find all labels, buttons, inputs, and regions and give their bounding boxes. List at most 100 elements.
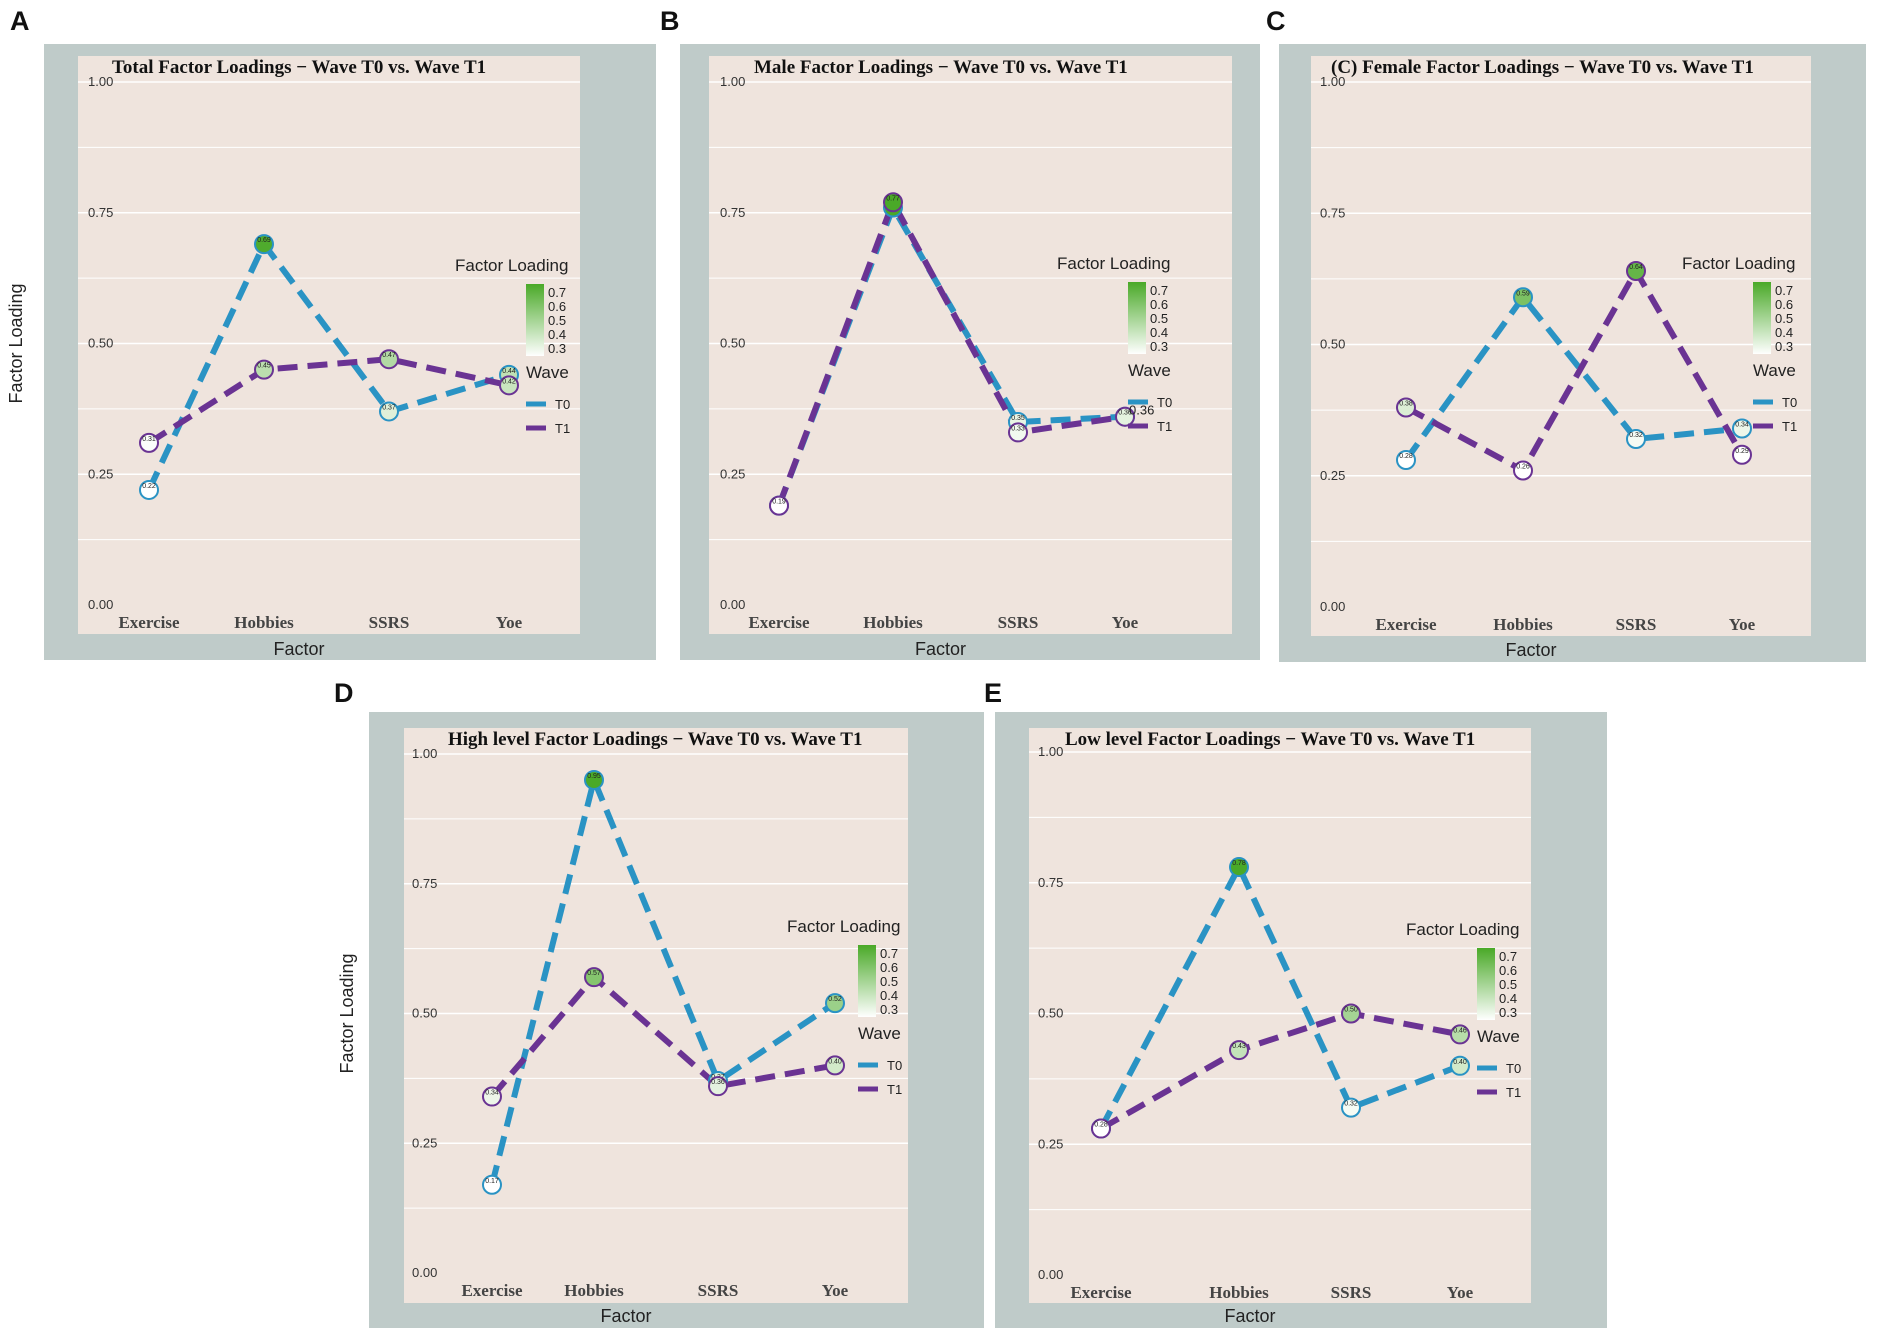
x-axis-title: Factor <box>273 639 324 659</box>
x-category-label: Exercise <box>1070 1283 1132 1302</box>
data-point-t1 <box>1626 261 1646 281</box>
legend-wave-label: T0 <box>1157 395 1172 410</box>
x-category-label: Hobbies <box>234 613 294 632</box>
x-category-label: Yoe <box>822 1281 849 1300</box>
y-tick-label: 0.25 <box>1038 1136 1063 1151</box>
data-label: 0.26 <box>1516 464 1530 471</box>
series-line-t1 <box>1404 264 1745 475</box>
legend-fill-tick: 0.5 <box>1499 977 1517 992</box>
panel-letter: B <box>660 6 680 36</box>
legend-wave-title: Wave <box>1477 1027 1520 1046</box>
legend-fill-tick: 0.5 <box>548 313 566 328</box>
data-label: 0.33 <box>1011 425 1025 432</box>
legend-fill-tick: 0.3 <box>880 1002 898 1017</box>
legend-wave-title: Wave <box>526 363 569 382</box>
legend-fill-tick: 0.4 <box>548 327 566 342</box>
series-line-t1 <box>776 195 1126 507</box>
legend-fill-tick: 0.5 <box>880 974 898 989</box>
data-label: 0.28 <box>1399 453 1413 460</box>
data-label: 0.46 <box>1453 1027 1467 1034</box>
y-tick-label: 0.50 <box>1320 337 1345 352</box>
plot-area <box>404 728 908 1303</box>
legend-fill-tick: 0.6 <box>1775 297 1793 312</box>
x-category-label: Exercise <box>118 613 180 632</box>
y-tick-label: 0.75 <box>720 205 745 220</box>
data-label: 0.29 <box>1735 448 1749 455</box>
data-point-t1 <box>254 359 274 380</box>
legend-wave-title: Wave <box>858 1024 901 1043</box>
data-label: 0.35 <box>1011 415 1025 422</box>
data-point-t1 <box>1008 422 1028 443</box>
data-point-t1 <box>1341 1003 1361 1024</box>
x-category-label: Hobbies <box>1209 1283 1269 1302</box>
plot-area <box>1029 728 1531 1303</box>
data-point-t1 <box>1513 460 1533 481</box>
data-label: 0.95 <box>587 773 601 780</box>
data-label: 0.45 <box>257 363 271 370</box>
y-axis-title: Factor Loading <box>337 953 357 1073</box>
data-point-t1 <box>139 432 159 453</box>
legend-fill-title: Factor Loading <box>1682 254 1795 273</box>
data-label: 0.57 <box>587 970 601 977</box>
data-label: 0.19 <box>772 499 786 506</box>
x-category-label: SSRS <box>1331 1283 1372 1302</box>
chart-panel-b: B 0.00 0.25 0.50 0.75 1.00 Exercise Hobbies SSRS… <box>660 6 1260 660</box>
plot-area <box>78 56 580 634</box>
legend-fill-title: Factor Loading <box>455 256 568 275</box>
legend-fill-tick: 0.4 <box>1499 991 1517 1006</box>
data-label: 0.17 <box>485 1178 499 1185</box>
legend-fill-tick: 0.6 <box>1499 963 1517 978</box>
series-line-t0 <box>146 238 510 492</box>
x-category-label: SSRS <box>698 1281 739 1300</box>
data-point-t1 <box>1091 1118 1111 1139</box>
y-tick-label: 0.00 <box>412 1265 437 1280</box>
chart-title: Total Factor Loadings − Wave T0 vs. Wave… <box>112 57 486 78</box>
data-label: 0.28 <box>1094 1122 1108 1129</box>
x-category-label: Yoe <box>496 613 523 632</box>
data-label: 0.37 <box>382 404 396 411</box>
x-category-label: Hobbies <box>1493 615 1553 634</box>
legend-fill-tick: 0.4 <box>1150 325 1168 340</box>
data-point-t1 <box>1732 444 1752 465</box>
data-label: 0.69 <box>257 237 271 244</box>
data-point-t1 <box>482 1086 502 1107</box>
chart-panel-e: E 0.00 0.25 0.50 0.75 1.00 Exercise Hobbies SSRS… <box>984 678 1607 1328</box>
data-label: 0.38 <box>1399 401 1413 408</box>
legend-fill-tick: 0.7 <box>880 946 898 961</box>
data-label: 0.64 <box>1629 264 1643 271</box>
data-label: 0.40 <box>1453 1059 1467 1066</box>
chart-title: High level Factor Loadings − Wave T0 vs.… <box>448 729 862 750</box>
data-point-t0 <box>584 769 604 790</box>
data-label: 0.78 <box>1232 860 1246 867</box>
legend-wave-label: T0 <box>1506 1061 1521 1076</box>
data-point-t1 <box>499 375 519 396</box>
legend-fill-tick: 0.6 <box>880 960 898 975</box>
legend-color-bar <box>858 945 876 1017</box>
chart-panel-c: C 0.00 0.25 0.50 0.75 1.00 Exercise Hobbies SSRS… <box>1266 6 1866 662</box>
legend-wave-label: T1 <box>1782 419 1797 434</box>
data-label: 0.32 <box>1629 432 1643 439</box>
data-label: 0.40 <box>828 1058 842 1065</box>
x-category-label: SSRS <box>369 613 410 632</box>
legend-fill-tick: 0.3 <box>1150 339 1168 354</box>
y-tick-label: 0.75 <box>1038 875 1063 890</box>
data-point-t0 <box>379 401 399 422</box>
data-label: 0.77 <box>886 195 900 202</box>
legend-wave-label: T1 <box>1157 419 1172 434</box>
y-tick-label: 0.00 <box>1320 599 1345 614</box>
data-label: 0.31 <box>142 436 156 443</box>
x-category-label: Yoe <box>1447 1283 1474 1302</box>
legend-wave-label: T0 <box>887 1058 902 1073</box>
data-label: 0.36 <box>1118 410 1132 417</box>
x-axis-title: Factor <box>915 639 966 659</box>
y-tick-label: 0.00 <box>720 597 745 612</box>
y-tick-label: 1.00 <box>720 74 745 89</box>
legend-color-bar <box>1477 948 1495 1020</box>
y-tick-label: 1.00 <box>1038 744 1063 759</box>
chart-title: Male Factor Loadings − Wave T0 vs. Wave … <box>754 57 1128 78</box>
x-category-label: Exercise <box>461 1281 523 1300</box>
series-line-t0 <box>489 770 837 1186</box>
legend-wave-label: T1 <box>887 1082 902 1097</box>
legend-color-bar <box>526 284 544 356</box>
